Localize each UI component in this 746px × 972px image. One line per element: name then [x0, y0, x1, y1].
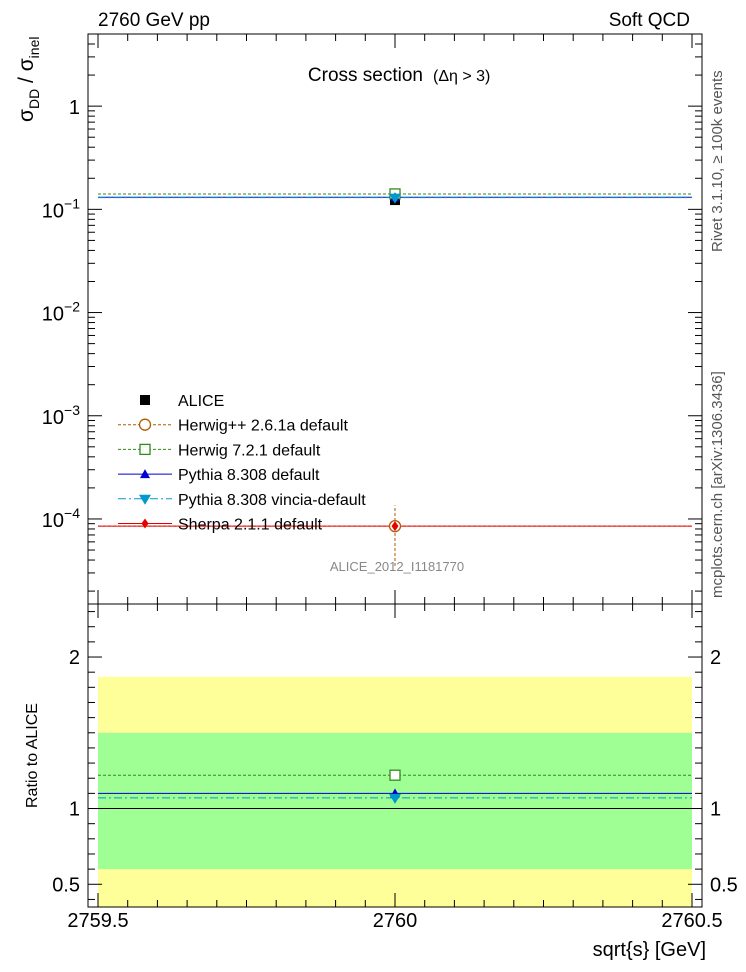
main-series-lines — [98, 193, 692, 567]
header-category: Soft QCD — [609, 10, 690, 31]
main-ytick-label-2: 10−2 — [42, 299, 80, 326]
x-tick-label-0: 2759.5 — [67, 910, 128, 932]
ratio-ytick-label-right-1: 1 — [710, 799, 721, 821]
main-ytick-base: 10 — [42, 200, 64, 222]
main-ytick-base: 1 — [69, 97, 80, 119]
x-tick-labels: 2759.5 2760 2760.5 — [67, 910, 722, 932]
legend-marker-0 — [140, 395, 150, 405]
plot-title-cut: (Δη > 3) — [433, 68, 490, 85]
ratio-point-3 — [389, 793, 401, 804]
main-markers — [388, 188, 402, 533]
plot-title-main: Cross section — [308, 65, 423, 86]
x-tick-label-2: 2760.5 — [661, 910, 722, 932]
ratio-point-1 — [389, 769, 401, 781]
main-ytick-base: 10 — [42, 304, 64, 326]
main-ytick-exp: −4 — [64, 505, 80, 521]
main-ytick-label-0: 1 — [69, 97, 80, 119]
ratio-ytick-label-right-2: 2 — [710, 647, 721, 669]
main-point-4 — [391, 521, 399, 532]
main-ytick-label-1: 10−1 — [42, 195, 80, 222]
ratio-panel-frame — [87, 603, 703, 908]
main-ytick-label-3: 10−3 — [42, 402, 80, 429]
ylabel-sigma-dd: σ — [15, 109, 38, 122]
x-tick-label-1: 2760 — [373, 910, 418, 932]
ylabel-sub-dd: DD — [26, 89, 42, 109]
ratio-ytick-label-left-1: 1 — [69, 799, 80, 821]
legend-label-0: ALICE — [178, 393, 224, 410]
main-ytick-exp: −3 — [64, 402, 80, 418]
main-ytick-exp: −2 — [64, 299, 80, 315]
legend-label-3: Pythia 8.308 default — [178, 467, 320, 484]
main-ytick-base: 10 — [42, 510, 64, 532]
main-ytick-base: 10 — [42, 407, 64, 429]
x-axis-label: sqrt{s} [GeV] — [593, 939, 706, 961]
ratio-ytick-label-right-0: 0.5 — [710, 874, 738, 896]
legend-entry-1: Herwig++ 2.6.1a default — [118, 418, 348, 435]
legend-marker-2 — [139, 443, 151, 456]
ratio-y-axis-label: Ratio to ALICE — [24, 703, 41, 808]
main-point-3 — [389, 193, 401, 204]
legend-label-4: Pythia 8.308 vincia-default — [178, 492, 366, 509]
legend: ALICE Herwig++ 2.6.1a default Herwig 7.2.1… — [118, 393, 366, 534]
legend-entry-3: Pythia 8.308 default — [118, 467, 320, 484]
ratio-uncertainty-bands — [98, 676, 692, 907]
main-axes: 110−110−210−310−4 — [42, 33, 702, 604]
ylabel-sub-inel: inel — [26, 37, 42, 59]
analysis-tag: ALICE_2012_I1181770 — [330, 559, 464, 574]
main-ytick-label-4: 10−4 — [42, 505, 80, 532]
legend-entry-0: ALICE — [140, 393, 224, 410]
ratio-ytick-label-left-0: 0.5 — [52, 874, 80, 896]
legend-label-5: Sherpa 2.1.1 default — [178, 517, 323, 534]
ratio-axes: 0.5 0.5 1 1 2 2 — [52, 604, 738, 907]
main-ytick-exp: −1 — [64, 195, 80, 211]
legend-marker-4 — [139, 494, 151, 505]
ratio-markers — [389, 769, 401, 804]
main-y-axis-label: σDD / σinel — [15, 37, 42, 122]
legend-entry-2: Herwig 7.2.1 default — [118, 442, 321, 459]
ratio-ytick-label-left-2: 2 — [69, 647, 80, 669]
legend-marker-5 — [141, 518, 149, 529]
header-collision: 2760 GeV pp — [98, 10, 210, 31]
plot-title: Cross section (Δη > 3) — [308, 65, 490, 86]
legend-label-2: Herwig 7.2.1 default — [178, 442, 321, 459]
mcplots-label: mcplots.cern.ch [arXiv:1306.3436] — [709, 371, 726, 598]
legend-marker-1 — [138, 418, 152, 431]
legend-entry-4: Pythia 8.308 vincia-default — [118, 492, 366, 509]
legend-marker-3 — [140, 469, 150, 479]
ylabel-slash-sigma: / σ — [15, 58, 38, 89]
legend-label-1: Herwig++ 2.6.1a default — [178, 418, 348, 435]
legend-entry-5: Sherpa 2.1.1 default — [118, 517, 323, 534]
rivet-label: Rivet 3.1.10, ≥ 100k events — [709, 70, 726, 252]
